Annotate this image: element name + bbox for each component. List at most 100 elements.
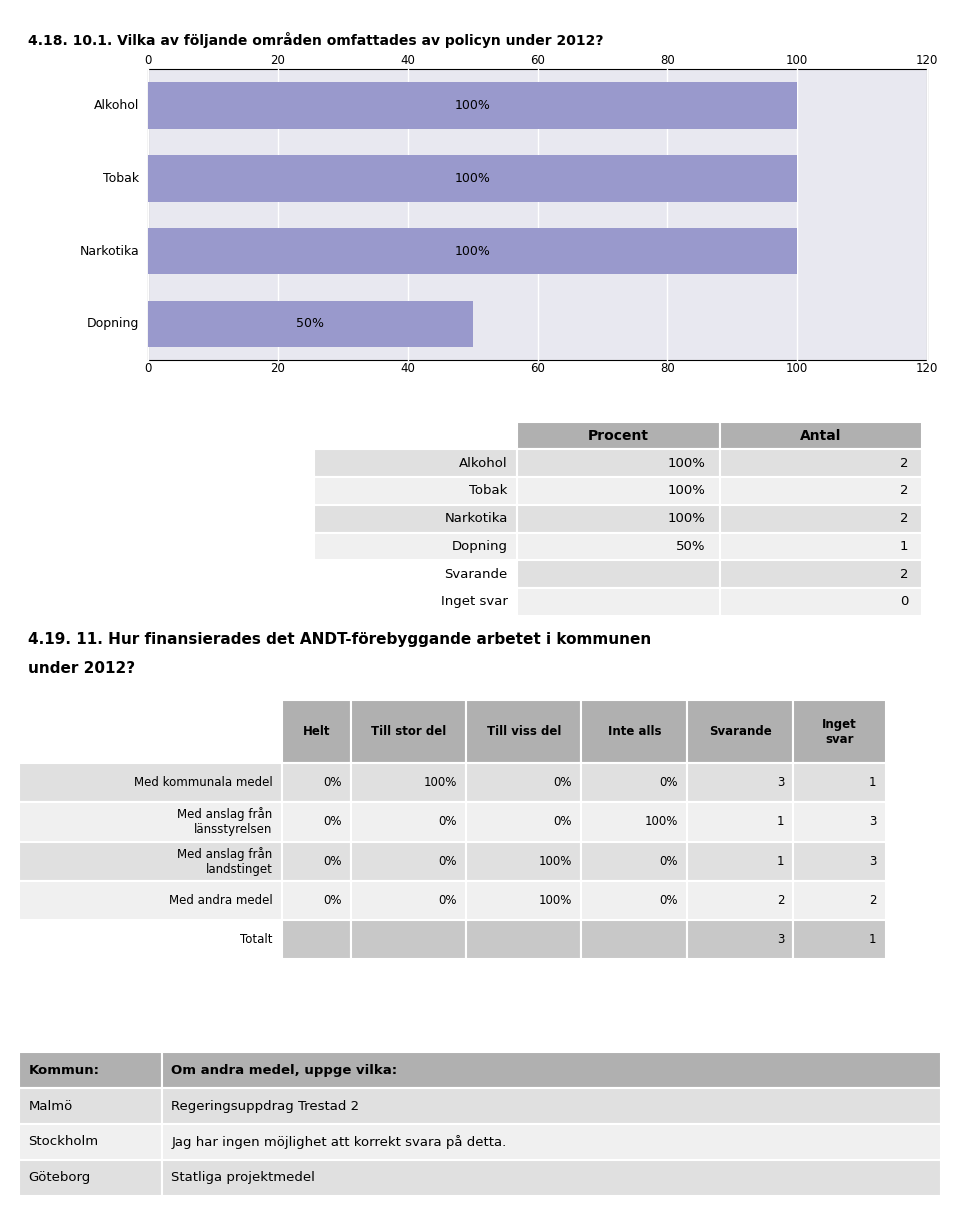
Bar — [314, 504, 516, 533]
Bar — [793, 763, 885, 802]
Text: 0%: 0% — [324, 894, 342, 907]
Text: 50%: 50% — [297, 317, 324, 331]
Text: 80: 80 — [660, 362, 675, 375]
Bar — [793, 802, 885, 841]
Text: 0%: 0% — [439, 815, 457, 829]
Text: 100%: 100% — [539, 894, 572, 907]
Text: Jag har ingen möjlighet att korrekt svara på detta.: Jag har ingen möjlighet att korrekt svar… — [171, 1135, 507, 1149]
Bar — [282, 763, 351, 802]
Bar — [162, 1160, 941, 1196]
Text: Narkotika: Narkotika — [444, 512, 508, 525]
Text: Inget
svar: Inget svar — [822, 718, 856, 745]
Bar — [19, 1053, 162, 1089]
Text: 60: 60 — [530, 362, 545, 375]
Bar — [516, 422, 720, 449]
Text: Tobak: Tobak — [469, 485, 508, 497]
Bar — [148, 82, 797, 129]
Text: Göteborg: Göteborg — [29, 1171, 90, 1184]
Bar — [351, 920, 467, 959]
Text: Tobak: Tobak — [103, 172, 139, 184]
Bar — [148, 300, 472, 347]
Text: Inget svar: Inget svar — [441, 595, 508, 609]
Text: 2: 2 — [900, 567, 908, 581]
Bar — [687, 920, 793, 959]
Bar — [314, 449, 516, 477]
Bar — [582, 881, 687, 920]
Text: 120: 120 — [916, 362, 938, 375]
Bar — [19, 763, 282, 802]
Text: under 2012?: under 2012? — [29, 662, 135, 676]
Bar — [19, 881, 282, 920]
Text: Narkotika: Narkotika — [80, 245, 139, 257]
Bar — [351, 763, 467, 802]
Text: Svarande: Svarande — [709, 726, 772, 738]
Text: 0%: 0% — [324, 815, 342, 829]
Bar — [314, 477, 516, 504]
Bar — [148, 155, 797, 202]
Bar — [19, 841, 282, 881]
Bar — [582, 841, 687, 881]
Bar — [720, 560, 923, 588]
Text: 3: 3 — [777, 934, 784, 946]
Text: Till viss del: Till viss del — [487, 726, 561, 738]
Bar — [351, 802, 467, 841]
Bar — [516, 588, 720, 616]
Text: 2: 2 — [777, 894, 784, 907]
Text: 3: 3 — [869, 815, 876, 829]
Bar — [582, 802, 687, 841]
Text: 1: 1 — [900, 540, 908, 552]
Bar — [793, 881, 885, 920]
Text: 1: 1 — [869, 776, 876, 790]
Bar — [720, 588, 923, 616]
Bar — [582, 763, 687, 802]
Text: Med anslag från
länsstyrelsen: Med anslag från länsstyrelsen — [178, 807, 273, 836]
Bar — [282, 802, 351, 841]
Text: 100%: 100% — [645, 815, 678, 829]
Bar — [793, 841, 885, 881]
Bar — [282, 700, 351, 763]
Bar — [314, 533, 516, 560]
Bar — [148, 69, 927, 360]
Bar — [351, 881, 467, 920]
Bar — [687, 763, 793, 802]
Bar — [19, 1089, 162, 1124]
Text: 0%: 0% — [324, 776, 342, 790]
Text: Med kommunala medel: Med kommunala medel — [133, 776, 273, 790]
Bar — [793, 700, 885, 763]
Bar — [19, 920, 282, 959]
Text: 60: 60 — [530, 54, 545, 68]
Text: 3: 3 — [869, 855, 876, 867]
Text: 20: 20 — [271, 54, 285, 68]
Bar — [720, 504, 923, 533]
Bar — [162, 1053, 941, 1089]
Text: Statliga projektmedel: Statliga projektmedel — [171, 1171, 315, 1184]
Text: Antal: Antal — [801, 428, 842, 443]
Text: Malmö: Malmö — [29, 1100, 73, 1112]
Bar — [516, 477, 720, 504]
Bar — [516, 533, 720, 560]
Text: 0%: 0% — [554, 815, 572, 829]
Text: 0: 0 — [145, 362, 152, 375]
Bar — [582, 700, 687, 763]
Bar — [467, 881, 582, 920]
Text: 120: 120 — [916, 54, 938, 68]
Text: 40: 40 — [400, 362, 416, 375]
Bar — [162, 1124, 941, 1160]
Bar — [19, 1124, 162, 1160]
Bar — [467, 763, 582, 802]
Text: 0%: 0% — [660, 855, 678, 867]
Text: 0%: 0% — [439, 894, 457, 907]
Text: Alkohol: Alkohol — [459, 456, 508, 470]
Bar — [467, 802, 582, 841]
Bar — [687, 881, 793, 920]
Text: 100%: 100% — [668, 485, 706, 497]
Text: 3: 3 — [777, 776, 784, 790]
Text: 0: 0 — [900, 595, 908, 609]
Bar — [720, 449, 923, 477]
Text: 100%: 100% — [668, 456, 706, 470]
Text: Totalt: Totalt — [240, 934, 273, 946]
Bar — [516, 560, 720, 588]
Text: 100%: 100% — [455, 245, 491, 257]
Bar — [19, 700, 282, 763]
Text: Om andra medel, uppge vilka:: Om andra medel, uppge vilka: — [171, 1064, 397, 1076]
